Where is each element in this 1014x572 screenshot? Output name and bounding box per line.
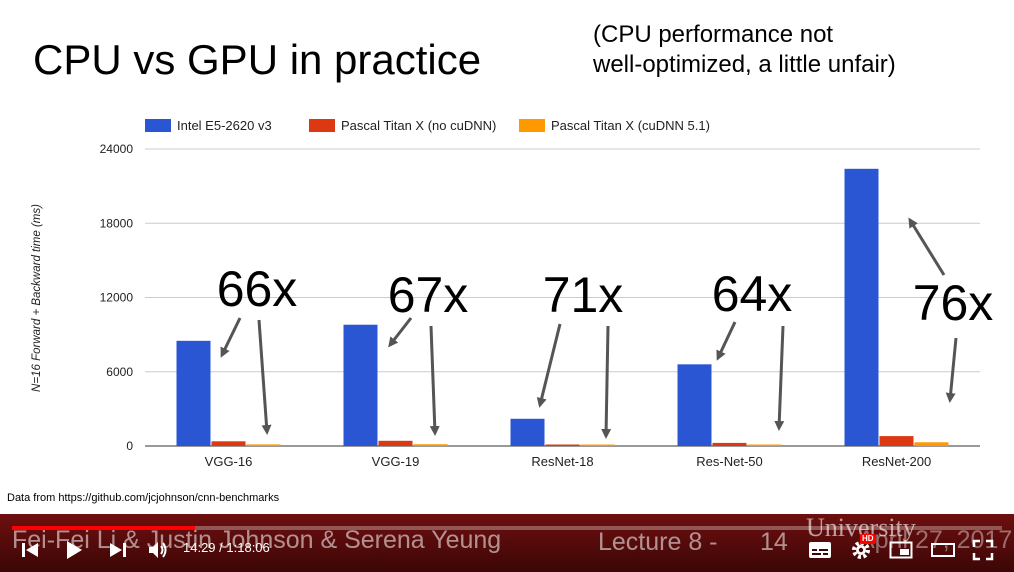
annotation-arrow xyxy=(257,319,272,435)
bar xyxy=(378,440,413,446)
play-icon xyxy=(67,541,82,559)
y-tick-label: 6000 xyxy=(106,365,133,379)
x-tick-label: VGG-16 xyxy=(205,454,253,469)
theater-mode-icon xyxy=(931,543,955,557)
annotation-arrow xyxy=(388,317,413,348)
bar xyxy=(343,324,378,446)
y-tick-label: 24000 xyxy=(100,142,134,156)
y-tick-label: 18000 xyxy=(100,216,134,230)
legend-swatch xyxy=(309,119,335,132)
speedup-annotation: 76x xyxy=(913,275,994,331)
fullscreen-button[interactable] xyxy=(966,530,1000,570)
x-tick-label: ResNet-200 xyxy=(862,454,931,469)
bar xyxy=(844,168,879,447)
annotation-arrow xyxy=(601,325,612,439)
bar xyxy=(879,436,914,446)
volume-icon xyxy=(149,542,167,558)
fullscreen-icon xyxy=(972,539,994,561)
play-button[interactable] xyxy=(56,530,90,570)
skip-previous-icon xyxy=(22,543,38,557)
bar xyxy=(211,441,246,446)
bar xyxy=(914,442,949,446)
current-time: 14:29 xyxy=(183,540,216,555)
y-tick-label: 12000 xyxy=(100,291,134,305)
settings-button[interactable]: HD xyxy=(844,530,878,570)
bar xyxy=(413,444,448,446)
gear-icon xyxy=(852,541,870,559)
bar xyxy=(677,364,712,446)
speedup-annotation: 71x xyxy=(543,267,624,323)
annotation-arrow xyxy=(716,321,737,361)
speedup-annotation: 67x xyxy=(388,267,469,323)
annotation-arrow xyxy=(536,323,562,408)
progress-bar[interactable] xyxy=(12,526,1002,530)
bar-chart: 0 6000 12000 18000 24000 N=16 Forward + Backw… xyxy=(31,118,994,469)
legend-label: Pascal Titan X (cuDNN 5.1) xyxy=(551,118,710,133)
hd-badge: HD xyxy=(860,534,876,544)
bar xyxy=(747,444,782,446)
subtitles-button[interactable] xyxy=(804,530,836,570)
annotation-arrow xyxy=(945,337,958,403)
annotation-arrow xyxy=(429,325,440,436)
theater-mode-button[interactable] xyxy=(926,530,960,570)
duration: 1:18:06 xyxy=(226,540,270,555)
legend-label: Pascal Titan X (no cuDNN) xyxy=(341,118,496,133)
footer-page-number: 14 xyxy=(760,528,788,556)
bar xyxy=(712,442,747,446)
x-tick-label: ResNet-18 xyxy=(531,454,593,469)
bar xyxy=(246,444,281,446)
footer-authors: Fei-Fei Li & Justin Johnson & Serena Yeu… xyxy=(12,526,502,554)
legend-label: Intel E5-2620 v3 xyxy=(177,118,272,133)
bar xyxy=(176,340,211,446)
skip-next-icon xyxy=(110,543,126,557)
annotation-arrow xyxy=(908,217,946,276)
bar xyxy=(510,418,545,446)
speedup-annotation: 64x xyxy=(712,266,793,322)
footer-lecture: Lecture 8 - xyxy=(598,528,718,556)
time-separator: / xyxy=(215,540,227,555)
player-controls: HD xyxy=(0,530,1014,572)
subtitles-icon xyxy=(809,542,831,558)
speedup-annotation: 66x xyxy=(217,261,298,317)
slide-footer xyxy=(0,514,1014,572)
x-tick-label: Res-Net-50 xyxy=(696,454,762,469)
previous-button[interactable] xyxy=(14,530,46,570)
y-tick-label: 0 xyxy=(126,439,133,453)
bar xyxy=(545,444,580,446)
annotation-arrow xyxy=(220,317,242,358)
time-display: 14:29 / 1:18:06 xyxy=(183,540,270,555)
slide-title: CPU vs GPU in practice xyxy=(33,36,482,83)
legend-swatch xyxy=(519,119,545,132)
x-tick-label: VGG-19 xyxy=(372,454,420,469)
y-axis-label: N=16 Forward + Backward time (ms) xyxy=(31,204,43,392)
volume-button[interactable] xyxy=(142,530,174,570)
slide-note: (CPU performance not well-optimized, a l… xyxy=(593,21,896,78)
bar xyxy=(580,444,615,446)
annotation-arrow xyxy=(774,325,785,431)
miniplayer-button[interactable] xyxy=(884,530,918,570)
data-source-note: Data from https://github.com/jcjohnson/c… xyxy=(7,492,280,504)
next-button[interactable] xyxy=(102,530,134,570)
progress-played xyxy=(12,526,196,530)
legend-swatch xyxy=(145,119,171,132)
miniplayer-icon xyxy=(889,541,913,559)
